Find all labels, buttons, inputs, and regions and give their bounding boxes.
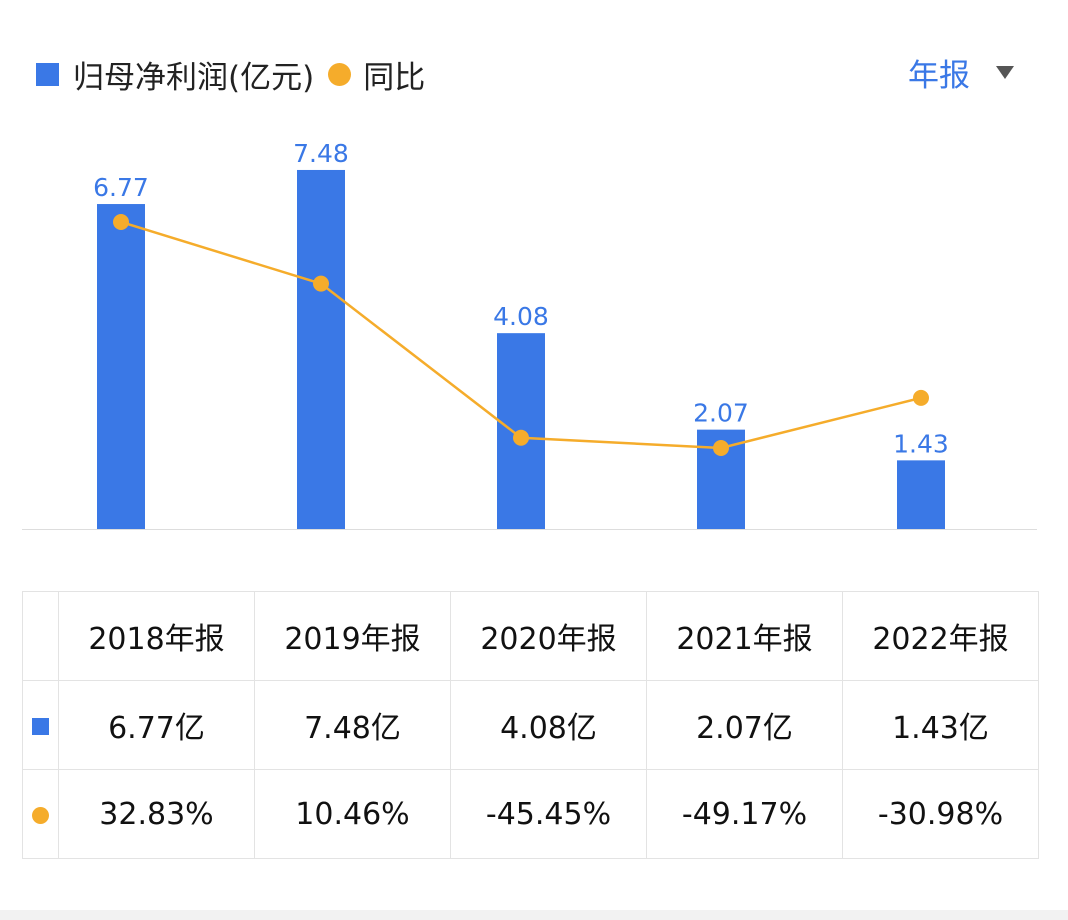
bar-value-label: 4.08 bbox=[493, 302, 549, 331]
profit-cell: 2.07亿 bbox=[646, 680, 843, 770]
bar-legend-label: 归母净利润(亿元) bbox=[73, 60, 315, 96]
table-row-profit: 6.77亿 7.48亿 4.08亿 2.07亿 1.43亿 bbox=[22, 680, 1039, 770]
line-dot-icon bbox=[32, 806, 49, 824]
bar-value-label: 6.77 bbox=[93, 173, 149, 202]
profit-cell: 6.77亿 bbox=[58, 680, 255, 770]
yoy-point bbox=[913, 389, 929, 406]
yoy-cell: -30.98% bbox=[842, 769, 1039, 859]
yoy-point bbox=[113, 214, 129, 230]
data-table: 2018年报 2019年报 2020年报 2021年报 2022年报 6.77亿… bbox=[22, 591, 1039, 859]
table-header: 2018年报 bbox=[58, 591, 255, 681]
bar bbox=[97, 204, 145, 530]
chart-plot: 6.77 7.48 4.08 2.07 1.43 bbox=[22, 139, 1037, 530]
line-legend-label: 同比 bbox=[363, 60, 426, 96]
chart-legend: 归母净利润(亿元) 同比 bbox=[36, 52, 425, 97]
table-header: 2019年报 bbox=[254, 591, 451, 681]
table-header: 2022年报 bbox=[842, 591, 1039, 681]
bar bbox=[897, 460, 945, 529]
table-header: 2021年报 bbox=[646, 591, 843, 681]
yoy-cell: -45.45% bbox=[450, 769, 647, 859]
yoy-cell: 10.46% bbox=[254, 769, 451, 859]
table-row-yoy: 32.83% 10.46% -45.45% -49.17% -30.98% bbox=[22, 769, 1039, 859]
yoy-point bbox=[513, 429, 529, 446]
bar bbox=[297, 169, 345, 529]
table-header: 2020年报 bbox=[450, 591, 647, 681]
line-legend-dot-icon bbox=[328, 63, 352, 86]
period-selector[interactable]: 年报 bbox=[908, 50, 1014, 95]
profit-cell: 4.08亿 bbox=[450, 680, 647, 770]
yoy-point bbox=[313, 275, 329, 292]
footer-band bbox=[0, 910, 1068, 920]
bar-value-label: 1.43 bbox=[893, 429, 949, 458]
yoy-point bbox=[713, 439, 729, 456]
caret-down-icon bbox=[996, 66, 1014, 79]
profit-cell: 7.48亿 bbox=[254, 680, 451, 770]
bar-square-icon bbox=[32, 717, 49, 735]
yoy-cell: 32.83% bbox=[58, 769, 255, 859]
profit-cell: 1.43亿 bbox=[842, 680, 1039, 770]
yoy-cell: -49.17% bbox=[646, 769, 843, 859]
bar-value-label: 2.07 bbox=[693, 399, 749, 428]
bar-value-label: 7.48 bbox=[293, 139, 349, 168]
period-selector-label: 年报 bbox=[908, 58, 970, 94]
bar-legend-square-icon bbox=[36, 63, 59, 86]
table-header-row: 2018年报 2019年报 2020年报 2021年报 2022年报 bbox=[22, 591, 1039, 681]
